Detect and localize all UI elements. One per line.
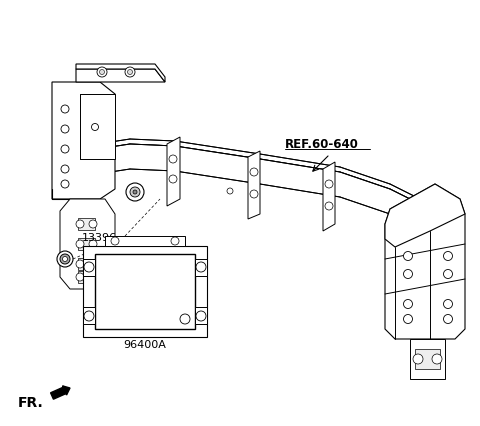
Circle shape [61, 126, 69, 134]
Text: 13396: 13396 [82, 233, 117, 242]
Circle shape [325, 181, 333, 189]
Text: FR.: FR. [18, 395, 44, 409]
Polygon shape [80, 95, 115, 160]
Circle shape [89, 240, 97, 248]
Polygon shape [105, 236, 185, 246]
Polygon shape [83, 246, 207, 337]
Circle shape [84, 311, 94, 321]
Polygon shape [57, 140, 445, 224]
Circle shape [76, 260, 84, 268]
Polygon shape [76, 65, 165, 83]
Polygon shape [410, 339, 445, 379]
Polygon shape [78, 259, 95, 271]
Circle shape [61, 181, 69, 189]
Circle shape [76, 240, 84, 248]
Polygon shape [83, 259, 95, 276]
Polygon shape [385, 184, 465, 248]
Circle shape [92, 124, 98, 131]
Polygon shape [323, 163, 335, 231]
Circle shape [171, 237, 179, 245]
Circle shape [169, 176, 177, 184]
Polygon shape [167, 138, 180, 207]
Text: REF.60-640: REF.60-640 [285, 138, 359, 151]
Circle shape [130, 187, 140, 198]
Polygon shape [83, 307, 95, 324]
Circle shape [169, 155, 177, 164]
Circle shape [111, 237, 119, 245]
Circle shape [61, 166, 69, 173]
Polygon shape [195, 307, 207, 324]
Polygon shape [78, 219, 95, 230]
Polygon shape [78, 271, 95, 283]
Polygon shape [248, 152, 260, 219]
Polygon shape [57, 145, 445, 248]
Circle shape [404, 300, 412, 309]
Circle shape [128, 70, 132, 75]
Circle shape [89, 273, 97, 281]
Circle shape [444, 270, 453, 279]
Circle shape [99, 70, 105, 75]
Circle shape [76, 221, 84, 228]
Polygon shape [195, 259, 207, 276]
Polygon shape [52, 83, 115, 199]
Circle shape [444, 300, 453, 309]
Circle shape [133, 190, 137, 195]
Circle shape [61, 106, 69, 114]
Circle shape [444, 315, 453, 324]
Circle shape [97, 68, 107, 78]
Polygon shape [95, 254, 195, 329]
Circle shape [125, 68, 135, 78]
Circle shape [196, 311, 206, 321]
Polygon shape [78, 239, 95, 250]
Polygon shape [76, 70, 165, 83]
Polygon shape [415, 349, 440, 369]
Circle shape [432, 354, 442, 364]
Circle shape [84, 262, 94, 272]
Circle shape [126, 184, 144, 201]
Circle shape [404, 315, 412, 324]
Circle shape [250, 190, 258, 199]
Circle shape [404, 270, 412, 279]
Circle shape [62, 257, 68, 262]
Circle shape [404, 252, 412, 261]
Circle shape [444, 252, 453, 261]
Circle shape [227, 189, 233, 195]
Circle shape [89, 221, 97, 228]
Text: 96400A: 96400A [123, 339, 167, 349]
Circle shape [60, 254, 70, 265]
Circle shape [89, 260, 97, 268]
Circle shape [180, 314, 190, 324]
Polygon shape [385, 184, 465, 339]
Circle shape [413, 354, 423, 364]
Circle shape [57, 251, 73, 268]
Circle shape [76, 273, 84, 281]
Circle shape [61, 146, 69, 154]
FancyArrow shape [50, 386, 70, 399]
Circle shape [196, 262, 206, 272]
Polygon shape [60, 199, 115, 289]
Circle shape [325, 202, 333, 210]
Circle shape [250, 169, 258, 177]
